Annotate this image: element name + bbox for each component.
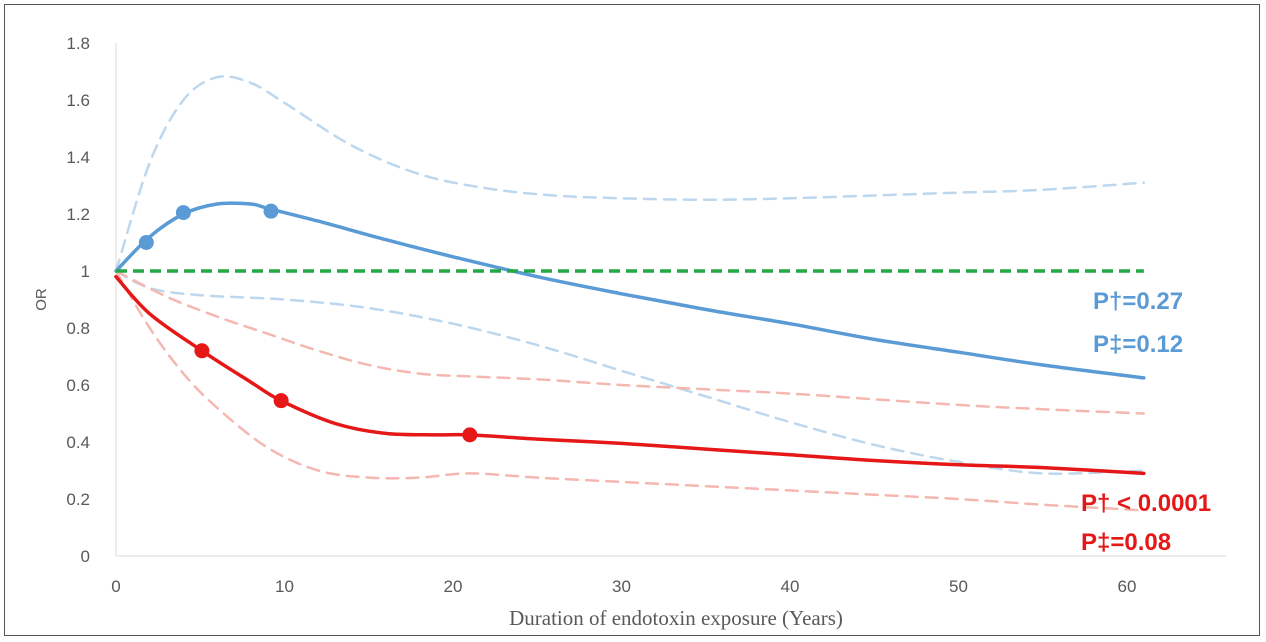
data-point-marker	[138, 235, 154, 250]
x-axis-title: Duration of endotoxin exposure (Years)	[509, 606, 843, 630]
x-tick-label: 50	[949, 577, 968, 596]
x-tick-label: 30	[612, 577, 631, 596]
or-curve-line	[114, 274, 1146, 476]
x-tick-label: 60	[1118, 577, 1137, 596]
p-value-annotation: P‡=0.08	[1081, 529, 1171, 556]
x-tick-label: 10	[275, 577, 294, 596]
p-value-annotation: P† < 0.0001	[1081, 490, 1211, 517]
confidence-band-line	[114, 269, 1146, 512]
y-tick-label: 1.4	[66, 148, 90, 167]
y-tick-label: 0.8	[66, 319, 90, 338]
confidence-band-line	[114, 75, 1146, 273]
confidence-band-line	[114, 269, 1146, 475]
data-point-marker	[462, 427, 478, 443]
x-tick-label: 40	[781, 577, 800, 596]
p-value-annotation: P†=0.27	[1093, 288, 1183, 315]
y-axis-title: OR	[33, 288, 50, 311]
data-point-marker	[263, 203, 279, 219]
y-tick-label: 1.2	[66, 205, 90, 224]
y-tick-label: 1	[81, 262, 90, 281]
x-tick-label: 20	[444, 577, 463, 596]
data-point-marker	[175, 205, 191, 221]
y-tick-label: 1.6	[66, 91, 90, 110]
or-curve-line	[114, 201, 1146, 380]
y-tick-label: 0.6	[66, 376, 90, 395]
y-tick-label: 0.2	[66, 490, 90, 509]
x-tick-label: 0	[111, 577, 120, 596]
y-tick-label: 0	[81, 547, 90, 566]
y-tick-label: 0.4	[66, 433, 90, 452]
y-tick-label: 1.8	[66, 34, 90, 53]
chart-frame	[4, 4, 1260, 636]
p-value-annotation: P‡=0.12	[1093, 331, 1183, 358]
confidence-band-line	[114, 269, 1146, 415]
data-point-marker	[194, 343, 210, 359]
series-layer	[114, 75, 1146, 512]
axes-layer: 0 0.2 0.4 0.6 0.8 1 1.2 1.4 1.6 1.8 0 10 20 30 40 50 60	[66, 34, 1226, 596]
data-point-marker	[273, 393, 289, 409]
labels-layer: OR Duration of endotoxin exposure (Years)…	[33, 288, 1211, 630]
